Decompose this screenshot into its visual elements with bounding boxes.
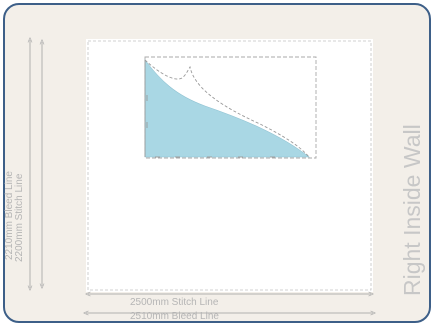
artwork-edge-ticks [144,60,275,158]
stitch-line-outline [87,40,372,291]
horizontal-bleed-label: 2510mm Bleed Line [130,311,219,322]
wall-title: Right Inside Wall [399,124,425,296]
vertical-stitch-label: 2200mm Stitch Line [14,173,25,262]
horizontal-stitch-label: 2500mm Stitch Line [130,297,219,308]
wall-panel [86,39,373,292]
artwork-shape [144,59,310,158]
cutout-outline [144,59,310,158]
